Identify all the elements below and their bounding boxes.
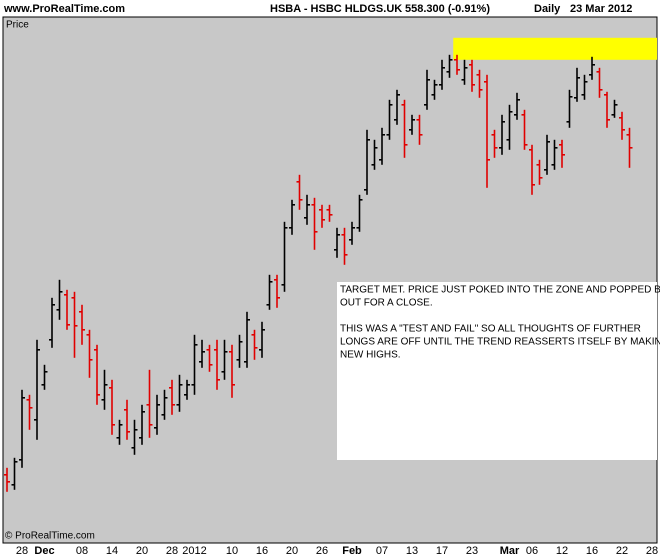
x-tick-label: 2012 bbox=[182, 545, 206, 557]
annotation-text: LONGS ARE OFF UNTIL THE TREND REASSERTS … bbox=[340, 337, 660, 348]
x-tick-label: Dec bbox=[34, 545, 54, 557]
annotation-text: OUT FOR A CLOSE. bbox=[340, 298, 433, 309]
x-tick-label: 28 bbox=[16, 545, 28, 557]
x-tick-label: 06 bbox=[526, 545, 538, 557]
x-tick-label: 14 bbox=[106, 545, 118, 557]
x-tick-label: 16 bbox=[586, 545, 598, 557]
x-tick-label: 20 bbox=[136, 545, 148, 557]
plot-area bbox=[2, 16, 658, 544]
x-tick-label: 13 bbox=[406, 545, 418, 557]
x-tick-label: Mar bbox=[500, 545, 520, 557]
x-tick-label: 16 bbox=[256, 545, 268, 557]
x-tick-label: 28 bbox=[646, 545, 658, 557]
annotation-text: THIS WAS A "TEST AND FAIL" SO ALL THOUGH… bbox=[340, 324, 641, 335]
x-tick-label: 08 bbox=[76, 545, 88, 557]
x-tick-label: 22 bbox=[616, 545, 628, 557]
target-zone bbox=[453, 37, 657, 60]
x-tick-label: 28 bbox=[166, 545, 178, 557]
x-tick-label: 07 bbox=[376, 545, 388, 557]
annotation-text: NEW HIGHS. bbox=[340, 350, 401, 361]
x-tick-label: 10 bbox=[226, 545, 238, 557]
x-tick-label: 26 bbox=[316, 545, 328, 557]
y-label: Price bbox=[6, 20, 29, 31]
quote: 558.300 (-0.91%) bbox=[405, 3, 490, 15]
annotation-box bbox=[337, 282, 657, 460]
x-tick-label: 17 bbox=[436, 545, 448, 557]
site: www.ProRealTime.com bbox=[3, 3, 125, 15]
x-tick-label: 12 bbox=[556, 545, 568, 557]
date: 23 Mar 2012 bbox=[570, 3, 632, 15]
period: Daily bbox=[534, 3, 561, 15]
x-tick-label: Feb bbox=[342, 545, 362, 557]
annotation-text: TARGET MET. PRICE JUST POKED INTO THE ZO… bbox=[340, 285, 660, 296]
x-tick-label: 23 bbox=[466, 545, 478, 557]
symbol: HSBA - HSBC HLDGS.UK bbox=[270, 3, 402, 15]
footer: © ProRealTime.com bbox=[5, 531, 95, 542]
x-tick-label: 20 bbox=[286, 545, 298, 557]
